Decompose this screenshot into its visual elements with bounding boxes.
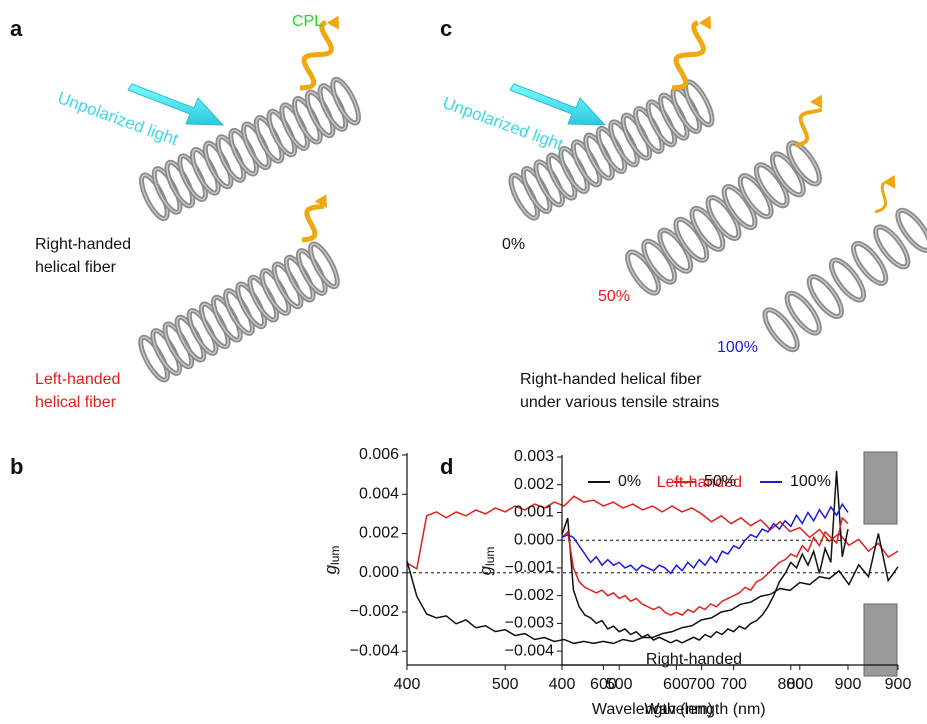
y-tick-label: −0.004 [350,642,399,659]
legend-label: 50% [704,473,736,490]
coil [309,243,339,288]
fiber-label: helical fiber [35,259,117,276]
y-tick-label: 0.006 [359,446,399,463]
x-tick-label: 500 [492,676,519,693]
wave [301,203,325,243]
y-label-main: g [476,565,495,575]
caption: Right-handed helical fiber [520,371,702,388]
strain-label: 50% [598,288,630,305]
wave-head [698,15,712,30]
cpl-wave [794,94,823,147]
annotation: Right-handed [646,651,742,668]
cpl-wave [671,15,712,91]
wave [671,20,706,91]
y-axis-label: glum [321,546,342,575]
cpl-wave [299,15,340,91]
y-tick-label: −0.001 [505,559,554,576]
y-tick-label: −0.002 [505,587,554,604]
series-line [561,470,849,644]
light-arrow [509,83,607,126]
y-tick-label: 0.001 [514,504,554,521]
wave-head [882,174,896,189]
y-tick-label: −0.004 [505,642,554,659]
sem-inset [863,603,898,677]
series-line [561,516,849,616]
y-tick-label: 0.003 [514,448,554,465]
x-tick-label: 700 [688,676,715,693]
helix [138,241,340,383]
cpl-wave [301,194,327,243]
y-label-main: g [321,564,340,574]
fiber-label: Left-handed [35,371,120,388]
x-tick-label: 900 [835,676,862,693]
x-tick-label: 800 [786,676,813,693]
x-tick-label: 900 [885,676,912,693]
coil [764,309,798,351]
series-line [561,502,849,575]
wave-head [314,194,327,208]
illustrations [127,15,927,383]
light-arrow [127,83,225,126]
wave [299,20,334,91]
y-tick-label: 0.000 [359,564,399,581]
wave [794,107,823,147]
y-tick-label: 0.000 [514,531,554,548]
fiber-label: Right-handed [35,236,131,253]
fiber-label: helical fiber [35,394,117,411]
x-tick-label: 600 [590,676,617,693]
coil [808,275,843,318]
wave-head [326,15,340,30]
y-tick-label: −0.002 [350,603,399,620]
wave [874,181,887,214]
strain-label: 100% [717,339,758,356]
legend-label: 0% [618,473,641,490]
y-tick-label: 0.002 [359,525,399,542]
helix [762,207,927,353]
coil [332,78,360,124]
sem-inset [863,451,898,525]
panel-label: d [440,454,453,479]
x-tick-label: 400 [549,676,576,693]
x-tick-label: 500 [606,676,633,693]
x-axis-label: Wavelength (nm) [644,701,765,718]
series-line [406,495,899,571]
x-tick-label: 800 [777,676,804,693]
y-tick-label: 0.004 [359,485,399,502]
helix [625,140,822,296]
coil [786,292,821,334]
cpl-label: CPL [292,13,323,30]
coil [787,142,821,185]
coil [830,259,865,301]
x-tick-label: 700 [720,676,747,693]
y-tick-label: 0.002 [514,476,554,493]
y-tick-label: −0.003 [505,615,554,632]
coil [897,209,927,251]
strain-label: 0% [502,236,525,253]
panel-label: b [10,454,23,479]
coil [852,242,887,285]
panel-label: c [440,16,452,41]
coil [874,226,909,268]
cpl-wave [874,174,896,214]
series-line [406,533,899,645]
annotation: Left-handed [657,474,742,491]
x-axis-label: Wavelength (nm) [592,701,713,718]
panel-label: a [10,16,23,41]
y-axis-label: glum [476,547,497,576]
caption: under various tensile strains [520,394,719,411]
y-label-sub: lum [328,546,342,565]
x-tick-label: 400 [394,676,421,693]
y-label-sub: lum [483,547,497,566]
wave-head [809,94,823,109]
legend-label: 100% [790,473,831,490]
x-tick-label: 600 [663,676,690,693]
helix [139,76,361,222]
